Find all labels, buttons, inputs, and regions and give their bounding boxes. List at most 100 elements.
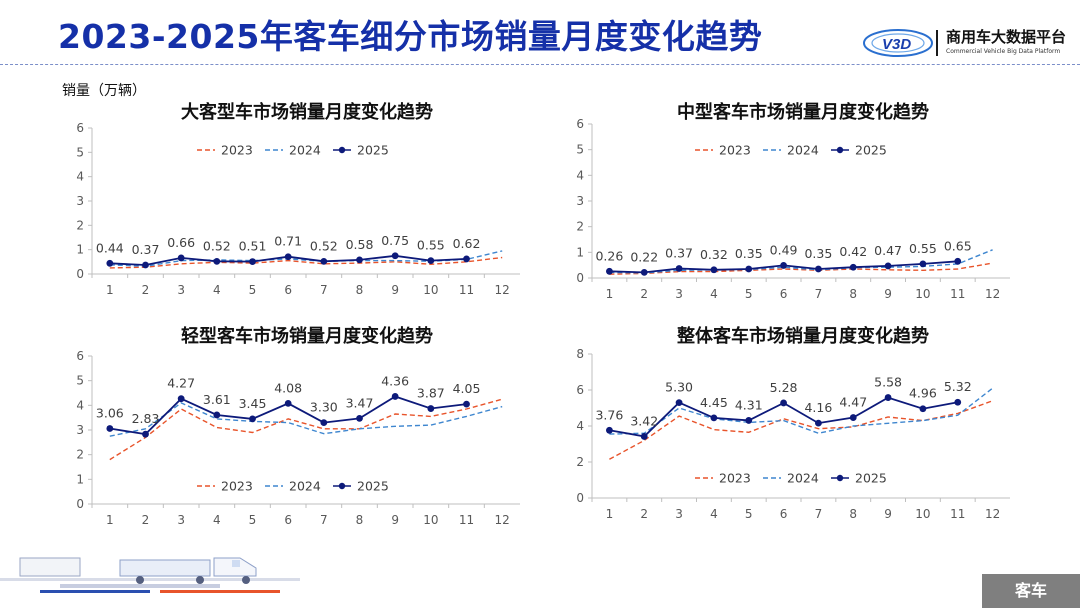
data-label: 4.96	[909, 386, 937, 401]
data-label: 0.66	[167, 235, 195, 250]
y-tick-label: 0	[76, 267, 84, 281]
y-tick-label: 6	[576, 383, 584, 397]
platform-logo: V3D 商用车大数据平台 Commercial Vehicle Big Data…	[858, 22, 1080, 62]
v3d-logo-icon: V3D	[863, 29, 933, 57]
data-label: 4.05	[453, 381, 481, 396]
x-tick-label: 12	[985, 507, 1000, 521]
legend-label: 2025	[357, 143, 389, 158]
logo-name: 商用车大数据平台	[946, 28, 1067, 46]
legend-item-2025: 2025	[333, 479, 389, 494]
x-tick-label: 11	[950, 507, 965, 521]
data-point-2025	[177, 395, 185, 403]
y-tick-label: 6	[76, 349, 84, 363]
x-tick-label: 7	[815, 507, 823, 521]
x-tick-label: 12	[495, 283, 510, 297]
data-label: 0.37	[132, 242, 160, 257]
chart-title: 大客型车市场销量月度变化趋势	[181, 101, 433, 123]
data-point-2025	[815, 265, 822, 273]
data-point-2025	[213, 257, 221, 265]
series-line-2023	[609, 262, 993, 275]
legend-item-2024: 2024	[265, 143, 321, 158]
data-label: 3.76	[595, 407, 623, 422]
data-label: 0.62	[453, 236, 481, 251]
data-label: 0.55	[417, 238, 445, 253]
data-label: 0.51	[239, 239, 267, 254]
data-label: 3.45	[239, 396, 267, 411]
y-tick-label: 0	[76, 497, 84, 511]
x-tick-label: 3	[675, 507, 683, 521]
data-point-2025	[320, 419, 328, 426]
logo-separator	[936, 30, 938, 56]
legend-item-2024: 2024	[265, 479, 321, 494]
y-tick-label: 0	[576, 271, 584, 285]
x-tick-label: 4	[213, 283, 221, 297]
x-tick-label: 7	[320, 513, 328, 527]
y-tick-label: 2	[576, 455, 584, 469]
y-tick-label: 1	[576, 245, 584, 259]
data-point-2025	[249, 415, 256, 423]
data-label: 4.27	[167, 376, 195, 391]
x-tick-label: 11	[459, 513, 474, 527]
y-tick-label: 4	[576, 419, 584, 433]
data-point-2025	[427, 405, 435, 412]
data-point-2025	[284, 399, 292, 407]
y-tick-label: 3	[76, 194, 84, 208]
data-label: 0.71	[274, 234, 302, 249]
x-tick-label: 4	[710, 287, 718, 301]
data-label: 3.87	[417, 386, 445, 401]
x-tick-label: 5	[745, 507, 753, 521]
data-label: 0.49	[770, 242, 798, 257]
data-point-2025	[919, 260, 927, 268]
x-tick-label: 5	[249, 513, 257, 527]
data-point-2025	[391, 393, 399, 400]
x-tick-label: 7	[320, 283, 328, 297]
x-tick-label: 9	[884, 287, 892, 301]
x-tick-label: 6	[284, 283, 292, 297]
y-tick-label: 6	[576, 117, 584, 131]
data-point-2025	[710, 414, 718, 422]
data-label: 0.42	[839, 244, 867, 259]
x-tick-label: 8	[849, 507, 857, 521]
y-tick-label: 1	[76, 472, 84, 486]
legend-item-2023: 2023	[695, 471, 751, 486]
x-tick-label: 10	[423, 513, 438, 527]
data-label: 4.16	[804, 400, 832, 415]
data-point-2025	[849, 263, 857, 271]
data-label: 4.47	[839, 395, 867, 410]
data-point-2025	[919, 405, 927, 413]
data-label: 5.30	[665, 380, 693, 395]
data-label: 0.75	[381, 233, 409, 248]
x-tick-label: 10	[423, 283, 438, 297]
data-point-2025	[106, 259, 114, 267]
logo-subtitle: Commercial Vehicle Big Data Platform	[946, 48, 1061, 55]
legend-item-2023: 2023	[197, 143, 253, 158]
x-tick-label: 10	[915, 287, 930, 301]
x-tick-label: 6	[780, 287, 788, 301]
data-point-2025	[675, 265, 683, 272]
data-label: 0.35	[735, 246, 763, 261]
data-label: 0.35	[804, 246, 832, 261]
legend-item-2023: 2023	[197, 479, 253, 494]
x-tick-label: 4	[213, 513, 221, 527]
y-tick-label: 6	[76, 121, 84, 135]
x-tick-label: 5	[249, 283, 257, 297]
data-label: 0.52	[203, 238, 231, 253]
data-label: 5.58	[874, 375, 902, 390]
x-tick-label: 4	[710, 507, 718, 521]
data-label: 4.45	[700, 395, 728, 410]
data-point-2025	[884, 394, 892, 401]
y-tick-label: 5	[76, 145, 84, 159]
x-tick-label: 1	[606, 287, 614, 301]
chart-title: 整体客车市场销量月度变化趋势	[676, 325, 929, 347]
legend-label: 2023	[221, 143, 253, 158]
data-label: 4.36	[381, 373, 409, 388]
data-label: 3.30	[310, 400, 338, 415]
y-tick-label: 2	[76, 218, 84, 232]
data-label: 0.65	[944, 238, 972, 253]
x-tick-label: 2	[640, 287, 648, 301]
legend-item-2024: 2024	[763, 471, 819, 486]
y-tick-label: 5	[76, 374, 84, 388]
x-tick-label: 6	[780, 507, 788, 521]
